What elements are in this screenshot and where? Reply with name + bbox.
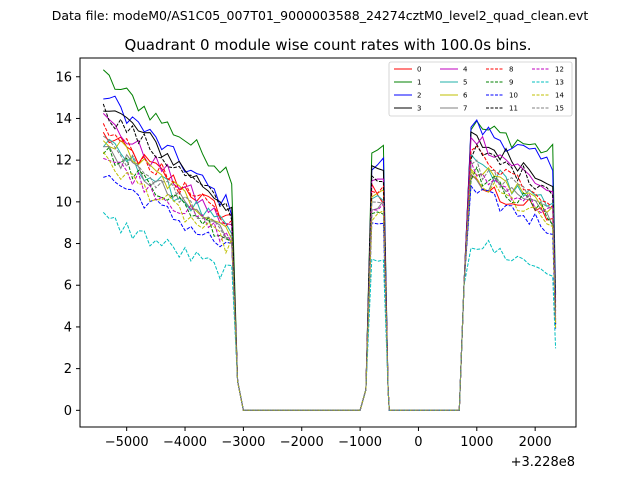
plot-frame bbox=[79, 57, 577, 428]
legend-label-12: 12 bbox=[555, 66, 564, 74]
series-line-13 bbox=[102, 211, 557, 411]
legend-label-15: 15 bbox=[555, 105, 564, 113]
chart-suptitle: Data file: modeM0/AS1C05_007T01_90000035… bbox=[52, 8, 589, 23]
y-tick-label: 8 bbox=[64, 237, 72, 252]
legend-label-14: 14 bbox=[555, 92, 564, 100]
x-offset-label: +3.228e8 bbox=[511, 455, 575, 470]
series-line-10 bbox=[103, 174, 557, 411]
y-tick-label: 16 bbox=[55, 70, 72, 85]
x-tick-label: 0 bbox=[414, 435, 422, 450]
legend-label-1: 1 bbox=[417, 79, 421, 87]
series-layer bbox=[102, 69, 557, 411]
series-line-4 bbox=[102, 113, 557, 411]
legend-label-13: 13 bbox=[555, 79, 564, 87]
legend-label-8: 8 bbox=[509, 66, 513, 74]
legend-label-3: 3 bbox=[417, 105, 421, 113]
legend-label-10: 10 bbox=[509, 92, 518, 100]
x-tick-label: −2000 bbox=[280, 435, 324, 450]
y-tick-label: 2 bbox=[64, 362, 72, 377]
legend-label-5: 5 bbox=[463, 79, 467, 87]
x-tick-label: 1000 bbox=[460, 435, 493, 450]
legend-box bbox=[388, 61, 573, 117]
x-tick-label: −3000 bbox=[221, 435, 265, 450]
series-line-3 bbox=[103, 110, 557, 411]
axis-ticks: −5000 −4000 −3000 −2000 −1000 0 1000 2000 0 2 4 6 8 1… bbox=[55, 70, 551, 450]
series-line-11 bbox=[102, 103, 557, 411]
y-tick-label: 14 bbox=[55, 112, 72, 127]
legend-label-6: 6 bbox=[463, 92, 468, 100]
series-line-2 bbox=[103, 95, 557, 411]
series-line-5 bbox=[102, 138, 557, 411]
x-tick-label: −5000 bbox=[105, 435, 149, 450]
y-tick-label: 12 bbox=[55, 154, 72, 169]
series-line-15 bbox=[103, 135, 557, 411]
x-tick-label: −4000 bbox=[163, 435, 207, 450]
chart-title: Quadrant 0 module wise count rates with … bbox=[124, 36, 531, 54]
x-tick-label: 2000 bbox=[519, 435, 552, 450]
series-line-1 bbox=[102, 69, 557, 411]
y-tick-label: 0 bbox=[64, 404, 72, 419]
series-line-9 bbox=[102, 146, 557, 411]
series-line-0 bbox=[102, 131, 557, 411]
y-tick-label: 10 bbox=[55, 195, 72, 210]
y-tick-label: 4 bbox=[64, 320, 72, 335]
legend-label-2: 2 bbox=[417, 92, 421, 100]
legend-label-0: 0 bbox=[417, 66, 421, 74]
legend-label-4: 4 bbox=[463, 66, 468, 74]
legend-label-7: 7 bbox=[463, 105, 467, 113]
legend-label-11: 11 bbox=[509, 105, 518, 113]
series-line-7 bbox=[103, 145, 557, 411]
legend-label-9: 9 bbox=[509, 79, 513, 87]
x-tick-label: −1000 bbox=[338, 435, 382, 450]
series-line-8 bbox=[102, 123, 557, 411]
y-tick-label: 6 bbox=[64, 279, 72, 294]
series-line-6 bbox=[102, 139, 557, 411]
